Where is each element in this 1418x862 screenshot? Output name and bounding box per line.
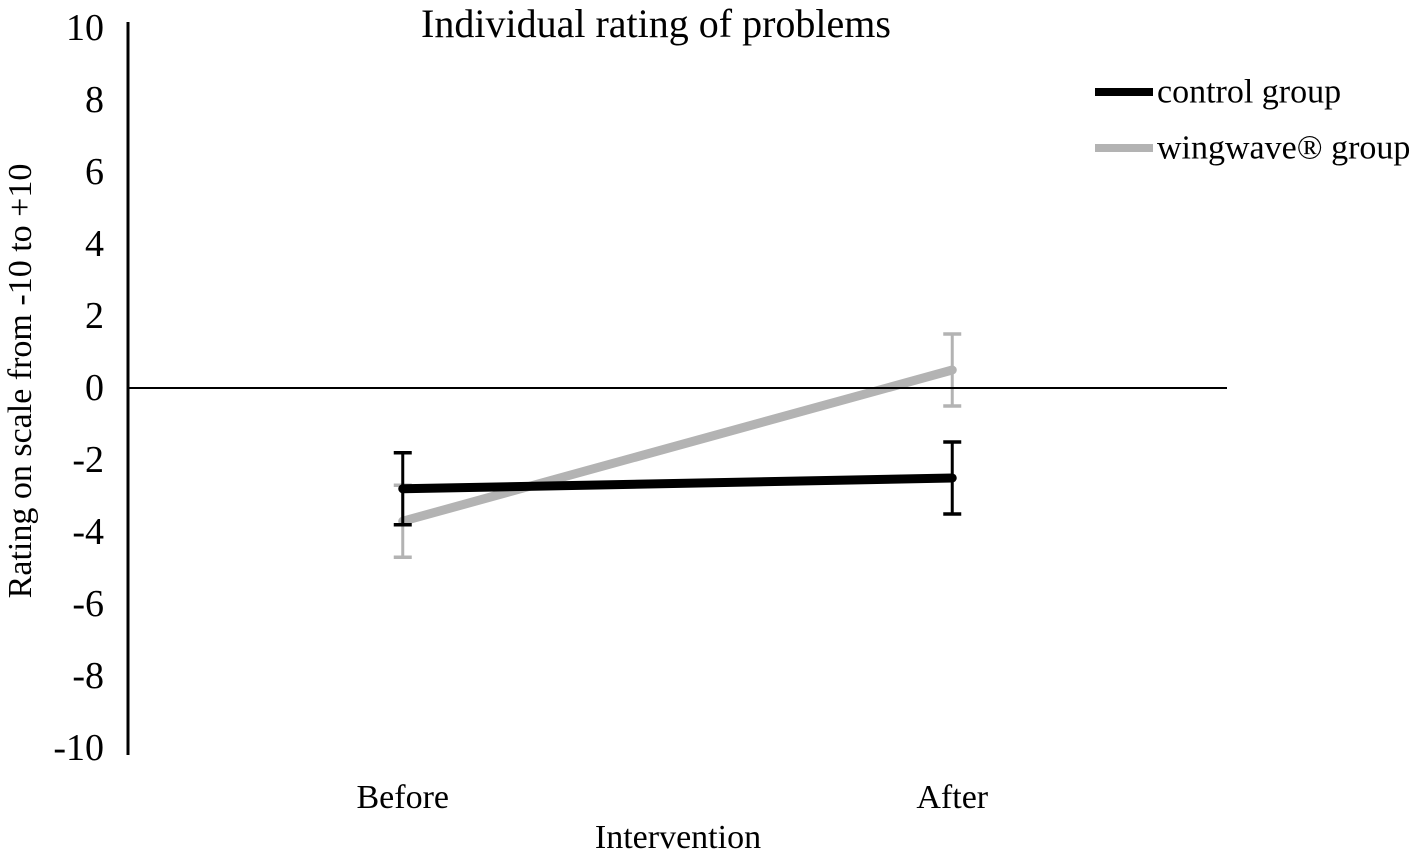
y-axis-title: Rating on scale from -10 to +10 [2, 164, 39, 599]
series-line-control-group [398, 473, 957, 494]
x-category-label-before: Before [356, 779, 449, 816]
y-tick-label-0: 0 [85, 367, 104, 409]
y-tick-label-4: 4 [85, 223, 104, 265]
series-line-wingwave-group [398, 365, 957, 526]
y-tick-label-6: 6 [85, 151, 104, 193]
y-tick-label-2: 2 [85, 295, 104, 337]
y-tick-label-10: 10 [66, 7, 104, 49]
legend-label-wingwave-group: wingwave® group [1157, 130, 1410, 167]
chart-title: Individual rating of problems [421, 1, 891, 46]
y-axis-tick-labels: 10 8 6 4 2 0 -2 -4 -6 -8 -10 [53, 7, 104, 769]
y-tick-label--4: -4 [72, 511, 104, 553]
y-tick-label--8: -8 [72, 655, 104, 697]
y-tick-label--10: -10 [53, 727, 104, 769]
y-tick-label--6: -6 [72, 583, 104, 625]
plot-area [126, 22, 1227, 755]
x-category-label-after: After [916, 779, 988, 816]
y-tick-label--2: -2 [72, 439, 104, 481]
x-axis-title: Intervention [595, 819, 761, 856]
legend: control group wingwave® group [1095, 74, 1410, 167]
y-tick-label-8: 8 [85, 79, 104, 121]
x-axis-category-labels: Before After [356, 779, 988, 816]
legend-label-control-group: control group [1157, 74, 1341, 111]
